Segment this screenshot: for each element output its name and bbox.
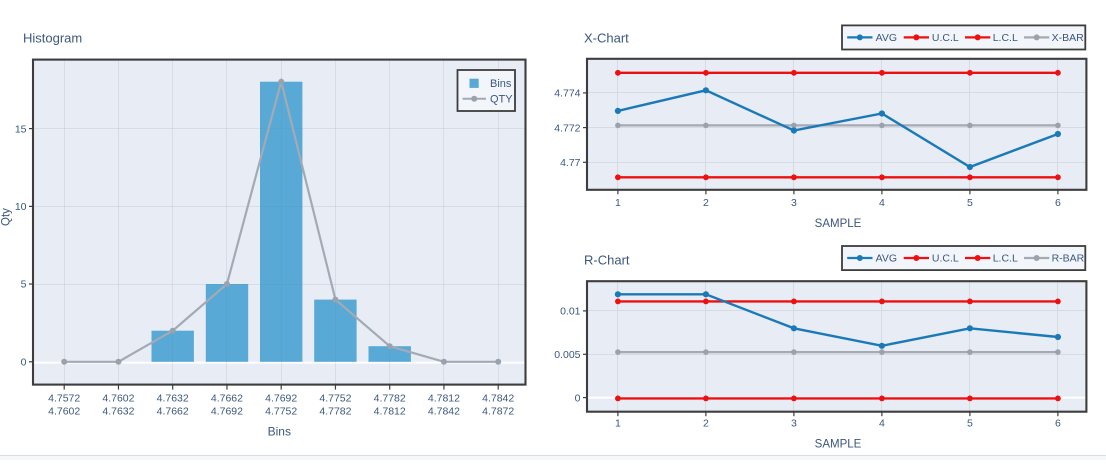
svg-text:Bins: Bins bbox=[268, 425, 291, 439]
svg-text:5: 5 bbox=[967, 197, 973, 209]
svg-text:4.7662: 4.7662 bbox=[211, 393, 243, 405]
svg-text:4.7602: 4.7602 bbox=[48, 406, 80, 418]
svg-text:4: 4 bbox=[879, 197, 885, 209]
svg-text:2: 2 bbox=[703, 417, 709, 429]
svg-text:4.772: 4.772 bbox=[554, 122, 580, 134]
svg-text:X-BAR: X-BAR bbox=[1052, 32, 1085, 44]
svg-text:4.7692: 4.7692 bbox=[265, 393, 297, 405]
svg-text:0: 0 bbox=[21, 357, 27, 369]
svg-text:4: 4 bbox=[879, 417, 885, 429]
svg-text:5: 5 bbox=[21, 279, 27, 291]
svg-text:6: 6 bbox=[1055, 417, 1061, 429]
svg-text:4.7812: 4.7812 bbox=[374, 406, 406, 418]
svg-text:4.7782: 4.7782 bbox=[374, 393, 406, 405]
svg-text:4.7752: 4.7752 bbox=[265, 406, 297, 418]
svg-text:10: 10 bbox=[15, 201, 27, 213]
svg-text:3: 3 bbox=[791, 197, 797, 209]
svg-text:4.77: 4.77 bbox=[560, 157, 581, 169]
svg-text:AVG: AVG bbox=[876, 32, 897, 44]
svg-text:R-Chart: R-Chart bbox=[584, 253, 630, 268]
svg-text:L.C.L: L.C.L bbox=[993, 32, 1018, 44]
svg-text:4.7602: 4.7602 bbox=[102, 393, 134, 405]
svg-text:4.7842: 4.7842 bbox=[428, 406, 460, 418]
svg-text:SAMPLE: SAMPLE bbox=[815, 439, 862, 451]
svg-text:3: 3 bbox=[791, 417, 797, 429]
svg-text:AVG: AVG bbox=[876, 253, 897, 265]
svg-text:4.7812: 4.7812 bbox=[428, 393, 460, 405]
svg-text:4.7842: 4.7842 bbox=[482, 393, 514, 405]
svg-text:4.7632: 4.7632 bbox=[102, 406, 134, 418]
svg-text:5: 5 bbox=[967, 417, 973, 429]
svg-text:4.7632: 4.7632 bbox=[157, 393, 189, 405]
svg-text:SAMPLE: SAMPLE bbox=[815, 218, 862, 230]
svg-text:0.01: 0.01 bbox=[560, 306, 581, 318]
svg-text:U.C.L: U.C.L bbox=[932, 32, 959, 44]
svg-text:6: 6 bbox=[1055, 197, 1061, 209]
svg-text:Qty: Qty bbox=[1, 208, 13, 226]
svg-text:4.7572: 4.7572 bbox=[48, 393, 80, 405]
svg-text:U.C.L: U.C.L bbox=[932, 253, 959, 265]
svg-text:0.005: 0.005 bbox=[554, 349, 580, 361]
svg-text:4.7662: 4.7662 bbox=[157, 406, 189, 418]
svg-text:4.7752: 4.7752 bbox=[319, 393, 351, 405]
svg-text:4.774: 4.774 bbox=[554, 88, 580, 100]
svg-text:QTY: QTY bbox=[490, 94, 513, 106]
svg-text:L.C.L: L.C.L bbox=[993, 253, 1018, 265]
svg-text:R-BAR: R-BAR bbox=[1052, 253, 1085, 265]
svg-text:2: 2 bbox=[703, 197, 709, 209]
svg-text:4.7692: 4.7692 bbox=[211, 406, 243, 418]
svg-text:15: 15 bbox=[15, 123, 27, 135]
svg-text:1: 1 bbox=[615, 197, 621, 209]
svg-text:4.7782: 4.7782 bbox=[319, 406, 351, 418]
svg-text:Bins: Bins bbox=[490, 78, 512, 90]
svg-text:0: 0 bbox=[575, 392, 581, 404]
svg-text:X-Chart: X-Chart bbox=[584, 30, 629, 45]
svg-text:1: 1 bbox=[615, 417, 621, 429]
svg-text:Histogram: Histogram bbox=[23, 31, 82, 46]
svg-text:4.7872: 4.7872 bbox=[482, 406, 514, 418]
